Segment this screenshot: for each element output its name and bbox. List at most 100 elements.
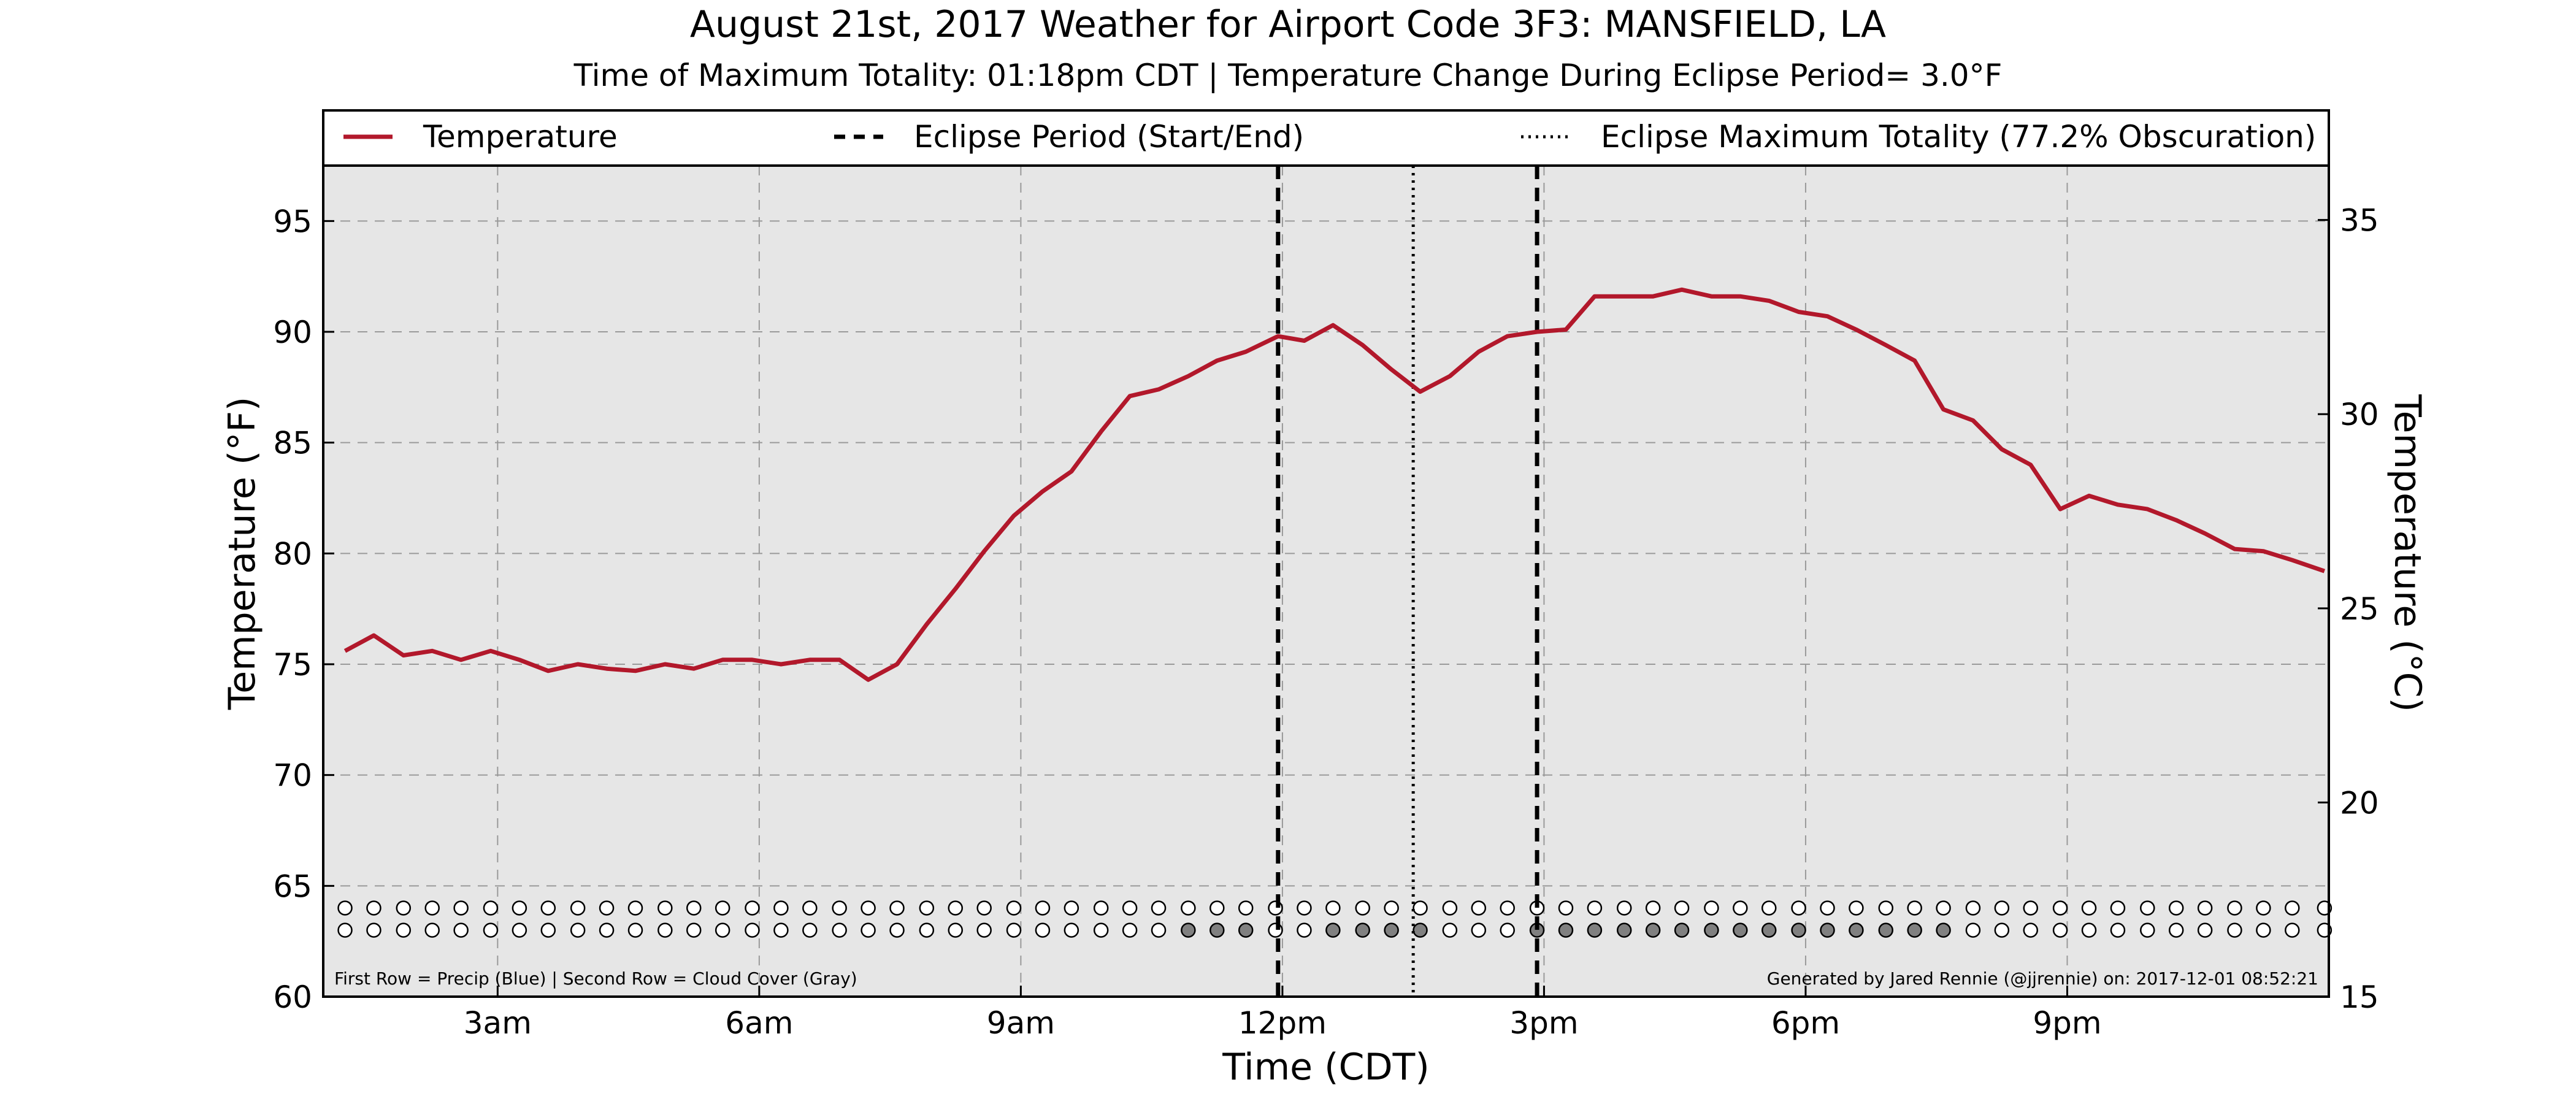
cloud-cover-marker — [1181, 922, 1196, 938]
cloud-cover-marker — [1587, 922, 1603, 938]
x-tick-label: 9pm — [2033, 1005, 2101, 1041]
cloud-cover-marker — [599, 922, 615, 938]
temperature-series — [343, 287, 2326, 682]
precip-marker — [1791, 900, 1806, 916]
precip-marker — [1704, 900, 1719, 916]
cloud-cover-marker — [657, 922, 673, 938]
axes: 60 65 70 75 80 85 90 95 15 20 25 30 35 3am 6am 9am 12pm 3… — [273, 203, 2379, 1041]
precip-marker — [453, 900, 469, 916]
cloud-cover-marker — [889, 922, 905, 938]
precip-marker — [483, 900, 499, 916]
legend-eclipse-max-label: Eclipse Maximum Totality (77.2% Obscurat… — [1601, 119, 2316, 155]
cloud-cover-marker — [773, 922, 789, 938]
x-axis-label: Time (CDT) — [1222, 1046, 1429, 1089]
precip-marker — [2197, 900, 2213, 916]
precip-marker — [424, 900, 440, 916]
cloud-cover-marker — [1791, 922, 1806, 938]
cloud-cover-marker — [540, 922, 556, 938]
cloud-cover-marker — [1442, 922, 1458, 938]
x-tick-label: 3pm — [1509, 1005, 1578, 1041]
precip-marker — [1965, 900, 1981, 916]
precip-marker — [657, 900, 673, 916]
cloud-cover-marker — [1704, 922, 1719, 938]
cloud-cover-marker — [2197, 922, 2213, 938]
precip-marker — [2227, 900, 2242, 916]
footnote-right: Generated by Jared Rennie (@jjrennie) on… — [1767, 968, 2318, 989]
cloud-cover-marker — [686, 922, 702, 938]
cloud-cover-marker — [861, 922, 876, 938]
precip-marker — [686, 900, 702, 916]
precip-marker — [2168, 900, 2184, 916]
y-tick-label: 65 — [273, 868, 312, 904]
cloud-cover-marker — [1645, 922, 1661, 938]
y-tick-label: 95 — [273, 204, 312, 239]
cloud-cover-marker — [745, 922, 760, 938]
cloud-cover-marker — [802, 922, 818, 938]
precip-marker — [745, 900, 760, 916]
cloud-cover-marker — [1035, 922, 1051, 938]
cloud-cover-marker — [1151, 922, 1167, 938]
plot-background — [323, 166, 2329, 997]
cloud-cover-marker — [948, 922, 964, 938]
cloud-cover-marker — [1558, 922, 1574, 938]
precip-marker — [570, 900, 586, 916]
cloud-cover-marker — [2227, 922, 2242, 938]
precip-marker — [627, 900, 643, 916]
precip-marker — [948, 900, 964, 916]
precip-marker — [1093, 900, 1109, 916]
precip-marker — [976, 900, 992, 916]
cloud-cover-marker — [483, 922, 499, 938]
y-tick-label: 80 — [273, 536, 312, 572]
cloud-cover-marker — [1733, 922, 1748, 938]
legend: Temperature Eclipse Period (Start/End) E… — [322, 109, 2330, 167]
precip-marker — [2140, 900, 2155, 916]
precip-marker — [1181, 900, 1196, 916]
precip-marker — [1064, 900, 1079, 916]
temperature-line — [343, 287, 2326, 682]
y-right-tick-label: 20 — [2340, 785, 2379, 821]
cloud-cover-marker — [453, 922, 469, 938]
precip-marker — [1558, 900, 1574, 916]
y-tick-label: 85 — [273, 426, 312, 461]
precip-marker — [802, 900, 818, 916]
precip-marker — [366, 900, 381, 916]
cloud-cover-marker — [1761, 922, 1777, 938]
precip-marker — [2110, 900, 2126, 916]
cloud-cover-marker — [1820, 922, 1835, 938]
y-tick-label: 75 — [273, 647, 312, 683]
cloud-cover-marker — [715, 922, 730, 938]
precip-marker — [1849, 900, 1864, 916]
chart-subtitle: Time of Maximum Totality: 01:18pm CDT | … — [573, 58, 2003, 93]
precip-marker — [599, 900, 615, 916]
precip-marker — [1878, 900, 1894, 916]
cloud-cover-marker — [396, 922, 412, 938]
precip-marker — [1645, 900, 1661, 916]
cloud-cover-marker — [2110, 922, 2126, 938]
cloud-cover-marker — [1471, 922, 1487, 938]
y-right-tick-label: 30 — [2340, 397, 2379, 432]
y-right-tick-label: 25 — [2340, 591, 2379, 627]
y-tick-label: 70 — [273, 758, 312, 794]
x-tick-label: 6pm — [1771, 1005, 1840, 1041]
cloud-cover-marker — [832, 922, 847, 938]
precip-marker — [1471, 900, 1487, 916]
cloud-cover-marker — [1093, 922, 1109, 938]
legend-temperature-label: Temperature — [423, 119, 618, 155]
chart-title: August 21st, 2017 Weather for Airport Co… — [690, 3, 1886, 46]
legend-eclipse-period-label: Eclipse Period (Start/End) — [914, 119, 1304, 155]
cloud-cover-marker — [1616, 922, 1632, 938]
cloud-cover-marker — [2168, 922, 2184, 938]
precip-marker — [1238, 900, 1254, 916]
y-axis-label-left: Temperature (°F) — [221, 397, 264, 710]
cloud-cover-marker — [1297, 922, 1312, 938]
y-right-tick-label: 15 — [2340, 979, 2379, 1015]
footnote-left: First Row = Precip (Blue) | Second Row =… — [334, 968, 857, 989]
cloud-cover-marker — [1878, 922, 1894, 938]
precip-marker — [1122, 900, 1138, 916]
precip-marker — [1035, 900, 1051, 916]
precip-marker — [1994, 900, 2010, 916]
precip-marker — [832, 900, 847, 916]
cloud-cover-marker — [2256, 922, 2271, 938]
cloud-cover-marker — [1122, 922, 1138, 938]
precip-marker — [773, 900, 789, 916]
